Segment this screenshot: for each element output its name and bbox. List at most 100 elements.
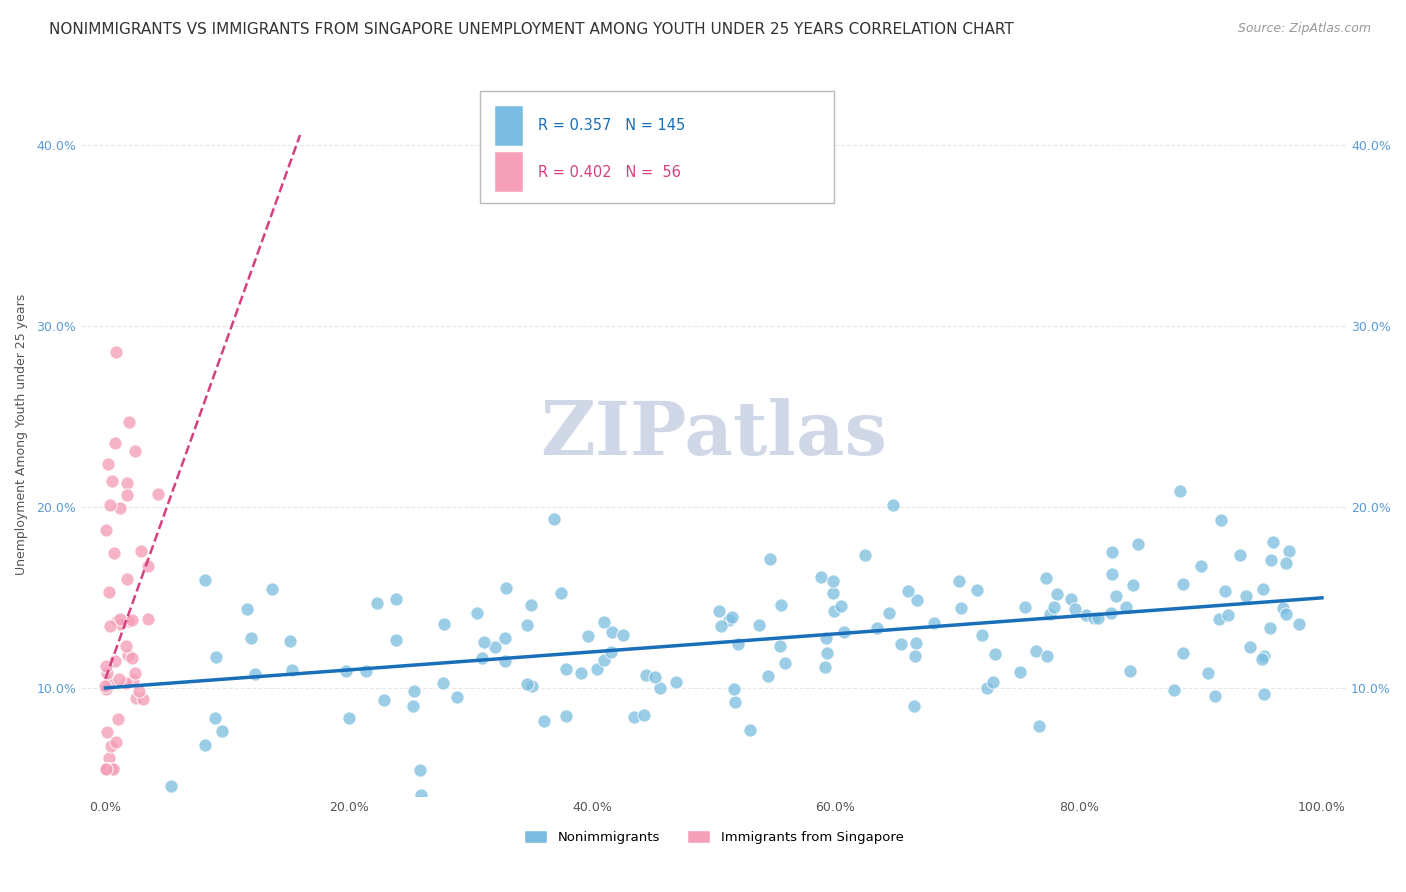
Y-axis label: Unemployment Among Youth under 25 years: Unemployment Among Youth under 25 years (15, 294, 28, 575)
Point (1083, 611, 1105, 625)
Point (138, 559, 160, 574)
Point (115, 640, 138, 654)
Point (335, 664, 357, 678)
Point (593, 615, 616, 630)
Point (366, 596, 388, 610)
Point (1126, 537, 1149, 551)
Point (543, 512, 565, 526)
Point (495, 631, 517, 645)
Point (373, 692, 395, 706)
Point (115, 676, 138, 690)
Point (465, 606, 488, 620)
Point (1197, 666, 1219, 681)
Point (433, 616, 456, 631)
Point (446, 690, 468, 705)
Point (1234, 589, 1257, 603)
Point (194, 573, 217, 587)
Point (853, 549, 876, 563)
Point (101, 762, 124, 776)
Point (1278, 543, 1301, 558)
Point (984, 647, 1007, 661)
Point (117, 614, 139, 628)
Point (472, 635, 495, 649)
Point (160, 779, 183, 793)
Point (121, 613, 143, 627)
Legend: Nonimmigrants, Immigrants from Singapore: Nonimmigrants, Immigrants from Singapore (523, 830, 904, 844)
Point (775, 656, 797, 670)
Point (1288, 617, 1310, 632)
Point (756, 669, 779, 683)
Point (128, 684, 150, 698)
Point (280, 633, 302, 648)
Point (520, 598, 543, 612)
Point (1209, 513, 1232, 527)
Point (721, 610, 744, 624)
FancyBboxPatch shape (495, 106, 523, 145)
Point (644, 670, 666, 684)
Point (738, 723, 761, 737)
Point (981, 675, 1004, 690)
Point (834, 624, 856, 639)
FancyBboxPatch shape (479, 91, 834, 203)
Point (101, 474, 124, 488)
Point (769, 639, 792, 653)
Point (204, 649, 226, 664)
Point (970, 628, 993, 642)
Point (211, 723, 233, 738)
Point (1163, 682, 1185, 697)
Point (97, 762, 120, 776)
Point (569, 665, 592, 680)
Point (96, 762, 118, 776)
Point (650, 681, 672, 696)
Point (98, 674, 121, 689)
Point (1043, 599, 1066, 614)
Point (104, 436, 127, 450)
Point (94, 658, 117, 673)
Point (718, 613, 741, 627)
Point (976, 681, 998, 695)
Point (723, 681, 745, 696)
Point (1008, 665, 1031, 679)
Point (1046, 587, 1069, 601)
Point (1028, 719, 1050, 733)
Point (136, 612, 159, 626)
Point (665, 674, 688, 689)
Point (236, 602, 259, 616)
Point (897, 584, 920, 599)
Point (823, 586, 845, 600)
Point (495, 581, 517, 595)
Point (866, 621, 889, 635)
Point (1218, 608, 1240, 623)
Point (1122, 578, 1144, 592)
Point (724, 695, 747, 709)
Point (1025, 644, 1047, 658)
Point (124, 443, 146, 458)
Point (471, 650, 494, 665)
Point (384, 591, 406, 606)
Text: R = 0.402   N =  56: R = 0.402 N = 56 (538, 165, 681, 179)
Point (96, 762, 118, 776)
Point (1101, 566, 1123, 581)
Point (576, 629, 599, 643)
Point (922, 616, 945, 631)
Point (108, 612, 131, 626)
Point (1087, 611, 1109, 625)
Point (814, 631, 837, 645)
Point (1119, 664, 1142, 678)
Point (101, 762, 124, 776)
Point (402, 698, 425, 713)
Point (707, 604, 730, 618)
Point (1035, 571, 1057, 585)
Point (758, 552, 780, 566)
Point (623, 710, 645, 724)
Point (1076, 608, 1098, 623)
Point (107, 712, 129, 726)
Point (1261, 535, 1284, 549)
Point (121, 650, 143, 665)
FancyBboxPatch shape (495, 153, 523, 192)
Point (404, 683, 426, 698)
Text: R = 0.357   N = 145: R = 0.357 N = 145 (538, 119, 685, 133)
Point (814, 659, 837, 673)
Point (105, 614, 128, 628)
Point (1105, 590, 1128, 604)
